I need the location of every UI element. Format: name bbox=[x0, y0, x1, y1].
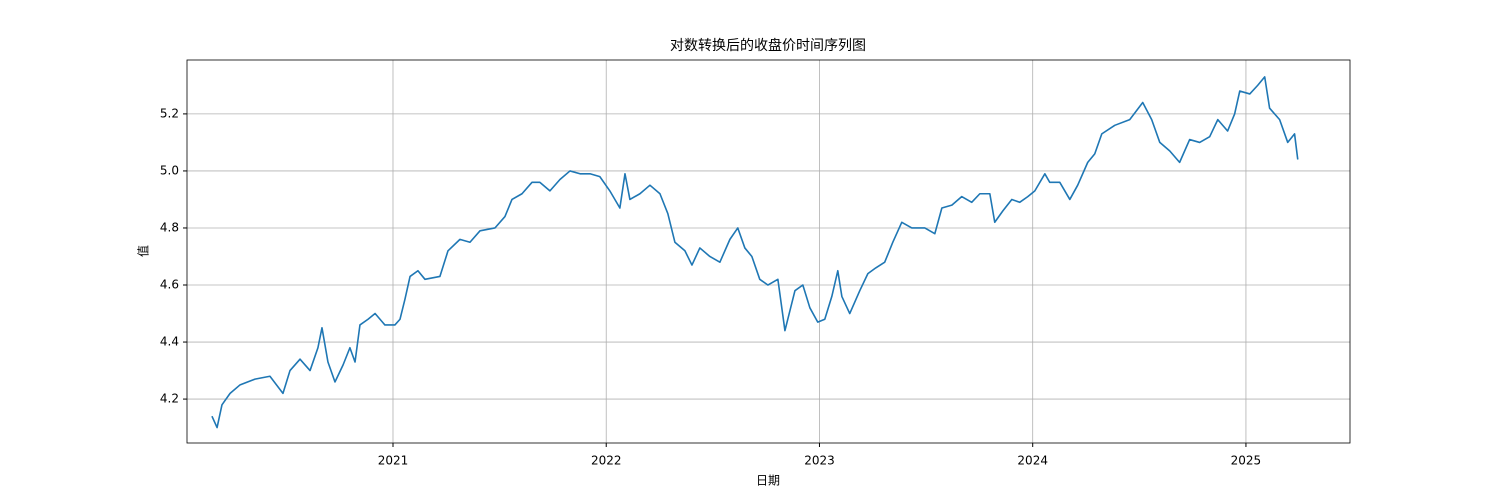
y-tick-label: 4.6 bbox=[160, 278, 179, 292]
y-tick-label: 4.2 bbox=[160, 392, 179, 406]
chart-title: 对数转换后的收盘价时间序列图 bbox=[670, 37, 866, 54]
y-tick-label: 4.4 bbox=[160, 335, 179, 349]
y-axis-label: 值 bbox=[136, 245, 151, 257]
y-tick-label: 4.8 bbox=[160, 220, 179, 234]
axes-frame bbox=[186, 59, 1351, 444]
x-tick-label: 2021 bbox=[378, 454, 409, 468]
x-tick-label: 2025 bbox=[1231, 454, 1262, 468]
x-axis-label: 日期 bbox=[756, 474, 780, 488]
x-tick-label: 2023 bbox=[804, 454, 835, 468]
y-tick-label: 5.2 bbox=[160, 106, 179, 120]
line-series bbox=[211, 76, 1299, 429]
x-tick-label: 2022 bbox=[591, 454, 622, 468]
x-tick-label: 2024 bbox=[1017, 454, 1048, 468]
plot-area: 4.2 4.4 4.6 4.8 5.0 5.2 2021 2022 2023 2024 2025 bbox=[160, 60, 1350, 468]
y-tick-label: 5.0 bbox=[160, 163, 179, 177]
